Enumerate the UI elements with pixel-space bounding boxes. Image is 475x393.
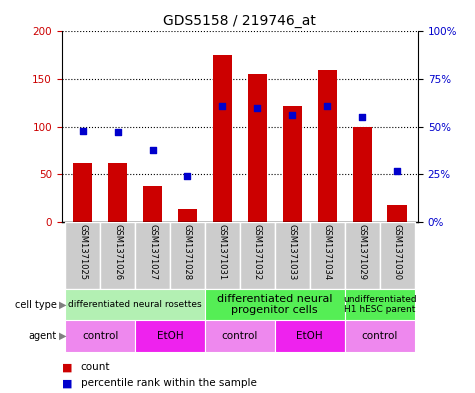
Bar: [380, 222, 415, 289]
Point: [218, 103, 226, 109]
Text: GSM1371031: GSM1371031: [218, 224, 227, 280]
Bar: [205, 222, 240, 289]
Text: differentiated neural
progenitor cells: differentiated neural progenitor cells: [217, 294, 332, 315]
Point: [288, 112, 296, 118]
Text: EtOH: EtOH: [157, 331, 183, 341]
Text: undifferentiated
H1 hESC parent: undifferentiated H1 hESC parent: [343, 295, 417, 314]
Point: [184, 173, 191, 180]
Bar: [65, 222, 100, 289]
Text: ▶: ▶: [59, 331, 67, 341]
Bar: [283, 106, 302, 222]
Text: GSM1371027: GSM1371027: [148, 224, 157, 280]
Bar: [205, 289, 345, 320]
Text: GSM1371034: GSM1371034: [323, 224, 332, 280]
Bar: [65, 289, 205, 320]
Text: ■: ■: [62, 378, 72, 388]
Bar: [100, 222, 135, 289]
Bar: [135, 320, 205, 352]
Text: GSM1371033: GSM1371033: [288, 224, 297, 280]
Bar: [213, 55, 232, 222]
Text: percentile rank within the sample: percentile rank within the sample: [81, 378, 256, 388]
Bar: [170, 222, 205, 289]
Bar: [345, 289, 415, 320]
Bar: [352, 127, 372, 222]
Point: [254, 105, 261, 111]
Text: count: count: [81, 362, 110, 373]
Point: [149, 147, 156, 153]
Point: [114, 129, 122, 136]
Text: GSM1371030: GSM1371030: [392, 224, 401, 280]
Bar: [275, 222, 310, 289]
Text: GSM1371028: GSM1371028: [183, 224, 192, 280]
Text: GSM1371025: GSM1371025: [78, 224, 87, 280]
Bar: [248, 74, 267, 222]
Bar: [135, 222, 170, 289]
Text: ▶: ▶: [59, 299, 67, 310]
Bar: [388, 205, 407, 222]
Bar: [73, 163, 92, 222]
Text: GSM1371032: GSM1371032: [253, 224, 262, 280]
Text: agent: agent: [29, 331, 57, 341]
Point: [323, 103, 331, 109]
Text: EtOH: EtOH: [296, 331, 323, 341]
Bar: [205, 320, 275, 352]
Bar: [143, 186, 162, 222]
Bar: [240, 222, 275, 289]
Text: control: control: [361, 331, 398, 341]
Bar: [65, 320, 135, 352]
Point: [79, 127, 86, 134]
Bar: [345, 222, 380, 289]
Bar: [275, 320, 345, 352]
Text: control: control: [222, 331, 258, 341]
Bar: [108, 163, 127, 222]
Text: cell type: cell type: [15, 299, 57, 310]
Bar: [310, 222, 345, 289]
Point: [393, 167, 401, 174]
Point: [358, 114, 366, 120]
Bar: [178, 209, 197, 222]
Text: GSM1371029: GSM1371029: [358, 224, 367, 280]
Title: GDS5158 / 219746_at: GDS5158 / 219746_at: [163, 14, 316, 28]
Text: ■: ■: [62, 362, 72, 373]
Text: GSM1371026: GSM1371026: [113, 224, 122, 280]
Bar: [345, 320, 415, 352]
Bar: [318, 70, 337, 222]
Text: differentiated neural rosettes: differentiated neural rosettes: [68, 300, 202, 309]
Text: control: control: [82, 331, 118, 341]
